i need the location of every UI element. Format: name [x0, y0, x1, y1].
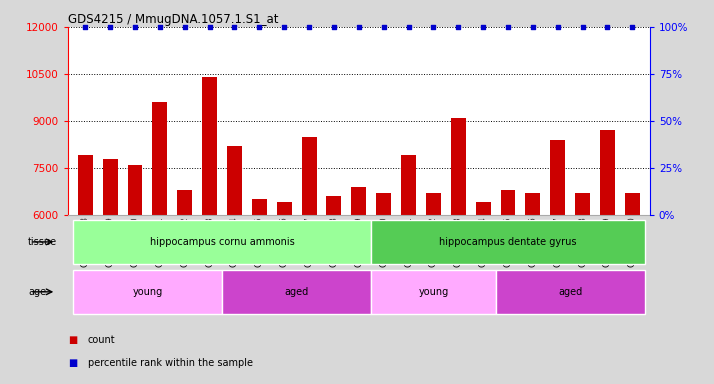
Point [428, 24, 439, 30]
Bar [351, 187, 366, 384]
Point [453, 24, 464, 30]
Text: aged: aged [558, 287, 583, 297]
Point [154, 24, 166, 30]
Point [353, 24, 364, 30]
Bar [222, 270, 371, 314]
Bar [401, 156, 416, 384]
Bar [371, 220, 645, 264]
Bar [73, 220, 371, 264]
Bar [152, 102, 167, 384]
Text: percentile rank within the sample: percentile rank within the sample [88, 358, 253, 368]
Point [378, 24, 389, 30]
Bar [252, 199, 267, 384]
Text: age: age [29, 287, 46, 297]
Text: ■: ■ [68, 335, 77, 345]
Text: count: count [88, 335, 116, 345]
Text: aged: aged [284, 287, 308, 297]
Bar [73, 270, 222, 314]
Point [403, 24, 414, 30]
Bar [501, 190, 516, 384]
Text: tissue: tissue [29, 237, 57, 247]
Point [253, 24, 265, 30]
Point [204, 24, 216, 30]
Bar [496, 270, 645, 314]
Bar [103, 159, 118, 384]
Bar [277, 202, 291, 384]
Point [79, 24, 91, 30]
Bar [376, 193, 391, 384]
Bar [575, 193, 590, 384]
Point [627, 24, 638, 30]
Point [278, 24, 290, 30]
Text: ■: ■ [68, 358, 77, 368]
Bar [371, 270, 496, 314]
Point [303, 24, 315, 30]
Bar [625, 193, 640, 384]
Text: young: young [418, 287, 448, 297]
Bar [451, 118, 466, 384]
Bar [526, 193, 540, 384]
Point [527, 24, 538, 30]
Text: hippocampus dentate gyrus: hippocampus dentate gyrus [439, 237, 577, 247]
Point [552, 24, 563, 30]
Bar [326, 196, 341, 384]
Point [577, 24, 588, 30]
Point [328, 24, 340, 30]
Point [129, 24, 141, 30]
Point [179, 24, 191, 30]
Point [104, 24, 116, 30]
Bar [227, 146, 242, 384]
Point [228, 24, 240, 30]
Bar [128, 165, 142, 384]
Text: hippocampus cornu ammonis: hippocampus cornu ammonis [150, 237, 294, 247]
Bar [426, 193, 441, 384]
Point [478, 24, 489, 30]
Bar [476, 202, 491, 384]
Bar [78, 156, 93, 384]
Point [502, 24, 513, 30]
Point [602, 24, 613, 30]
Text: young: young [132, 287, 163, 297]
Bar [301, 137, 316, 384]
Bar [202, 77, 217, 384]
Text: GDS4215 / MmugDNA.1057.1.S1_at: GDS4215 / MmugDNA.1057.1.S1_at [68, 13, 278, 26]
Bar [600, 131, 615, 384]
Bar [177, 190, 192, 384]
Bar [550, 140, 565, 384]
